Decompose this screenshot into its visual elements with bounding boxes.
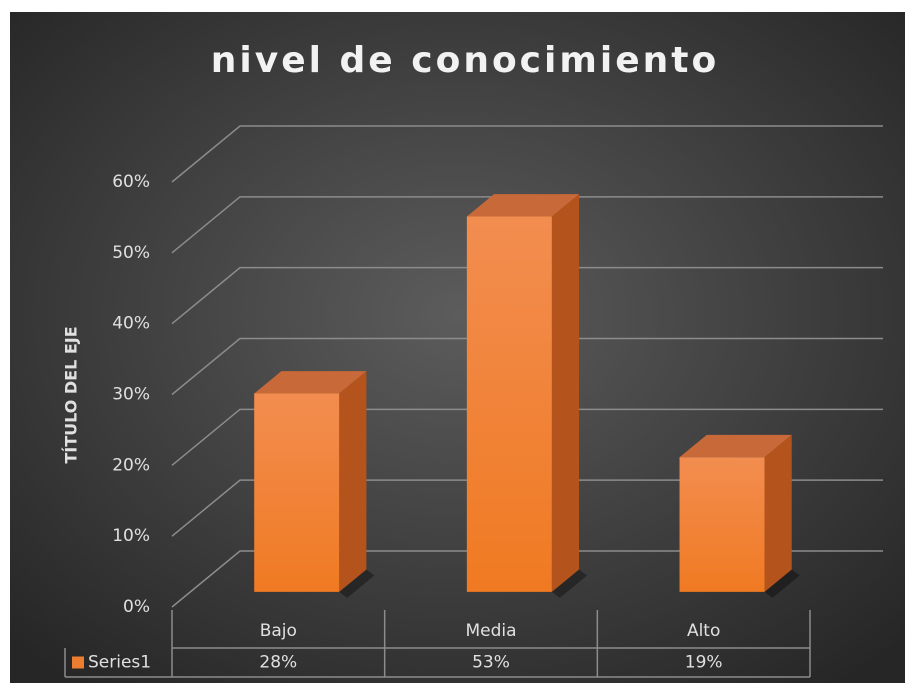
grid-line bbox=[171, 196, 883, 254]
bar-side bbox=[551, 194, 580, 592]
bar-side bbox=[339, 371, 367, 592]
y-tick-label: 10% bbox=[112, 526, 150, 546]
grid-line bbox=[171, 125, 883, 183]
bar bbox=[254, 393, 340, 592]
grid-line bbox=[171, 337, 883, 396]
bar-top bbox=[254, 371, 367, 394]
y-tick-label: 20% bbox=[112, 455, 150, 475]
y-axis-title: TÍTULO DEL EJE bbox=[62, 326, 81, 463]
y-tick-label: 50% bbox=[112, 243, 150, 263]
data-label: 53% bbox=[472, 653, 510, 673]
y-tick-label: 30% bbox=[112, 385, 150, 405]
data-label: 19% bbox=[685, 653, 723, 673]
y-tick-label: 0% bbox=[123, 597, 150, 617]
bar-side bbox=[764, 434, 792, 592]
y-tick-label: 60% bbox=[112, 172, 150, 192]
y-tick-label: 40% bbox=[112, 314, 150, 334]
bar-top bbox=[679, 434, 792, 458]
legend-swatch bbox=[72, 656, 84, 669]
bar bbox=[679, 457, 765, 592]
grid-line bbox=[171, 408, 883, 466]
bar-shadow bbox=[764, 569, 800, 598]
bar-top bbox=[466, 194, 580, 217]
x-tick-label: Bajo bbox=[260, 621, 297, 641]
data-label: 28% bbox=[259, 653, 297, 673]
grid-line bbox=[171, 479, 883, 537]
x-tick-label: Media bbox=[465, 621, 516, 641]
bar-shadow bbox=[551, 569, 588, 598]
grid-line bbox=[171, 550, 883, 608]
bar-shadow bbox=[339, 569, 375, 598]
grid-line bbox=[171, 266, 883, 325]
x-tick-label: Alto bbox=[687, 621, 720, 641]
chart-title: nivel de conocimiento bbox=[211, 40, 719, 81]
bar bbox=[466, 216, 552, 592]
legend-label: Series1 bbox=[88, 653, 151, 673]
